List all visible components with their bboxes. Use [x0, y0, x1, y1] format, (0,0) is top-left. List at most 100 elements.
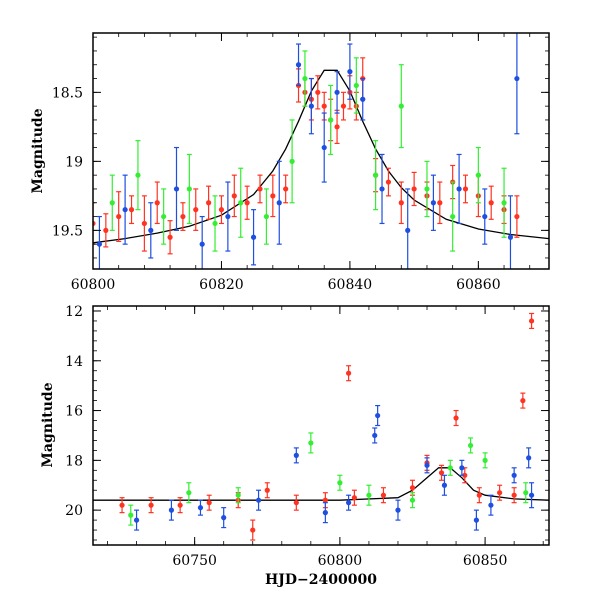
bottom-data-point: [482, 457, 488, 463]
top-panel: 60800 60820 60840 60860 18.5 19 19.5 Magnitude: [30, 32, 550, 293]
top-data-point: [263, 213, 270, 220]
bottom-panel: 60750 60800 60850 12 14 16 18 20 Magnitude HJD−…: [40, 304, 550, 588]
top-plot-data: [93, 33, 549, 269]
top-data-point: [347, 69, 353, 75]
top-data-point: [398, 103, 404, 109]
top-data-point: [161, 213, 167, 220]
top-data-point: [186, 186, 192, 192]
bottom-data-point: [462, 472, 468, 478]
top-data-point: [315, 89, 321, 95]
top-data-point: [334, 89, 340, 95]
top-data-point: [276, 200, 282, 206]
bottom-data-point: [380, 492, 387, 498]
top-data-point: [456, 186, 462, 192]
bottom-data-point: [133, 517, 140, 523]
bottom-data-point: [250, 527, 256, 533]
top-data-point: [96, 241, 103, 247]
top-data-point: [462, 186, 469, 192]
top-data-point: [379, 186, 385, 192]
bottom-data-point: [206, 500, 212, 506]
top-data-point: [353, 82, 359, 89]
bottom-data-point: [528, 318, 535, 324]
top-data-point: [321, 103, 327, 109]
bottom-plot-data: [93, 312, 549, 541]
bottom-x-axis-title: HJD−2400000: [265, 572, 377, 588]
top-y-tick-label: 19.5: [52, 223, 83, 239]
bottom-data-point: [293, 452, 299, 458]
bottom-data-point: [459, 465, 465, 471]
bottom-data-point: [345, 500, 352, 506]
bottom-data-point: [186, 490, 192, 496]
bottom-data-point: [197, 505, 204, 511]
bottom-y-tick-label: 16: [65, 404, 83, 420]
top-data-point: [148, 227, 154, 233]
top-data-point: [173, 186, 180, 192]
bottom-data-point: [409, 485, 416, 491]
top-data-point: [122, 207, 128, 213]
bottom-data-point: [264, 487, 270, 493]
top-data-point: [334, 124, 340, 130]
top-y-tick-label: 18.5: [52, 85, 83, 101]
top-data-point: [193, 207, 199, 213]
bottom-data-point: [476, 492, 482, 498]
bottom-data-point: [148, 502, 154, 508]
bottom-y-axis-title: Magnitude: [40, 382, 56, 467]
bottom-data-point: [409, 497, 416, 503]
top-data-point: [180, 213, 186, 220]
top-data-point: [411, 186, 417, 192]
top-data-point: [141, 220, 147, 227]
bottom-data-point: [168, 507, 175, 513]
top-data-point: [424, 186, 430, 192]
bottom-x-tick-label: 60850: [463, 553, 508, 569]
bottom-data-point: [511, 492, 517, 498]
bottom-data-point: [441, 482, 448, 488]
top-data-point: [257, 186, 263, 192]
bottom-data-point: [221, 515, 227, 521]
top-data-point: [238, 200, 244, 206]
bottom-model-curve: [93, 467, 549, 501]
bottom-data-point: [322, 510, 328, 516]
top-data-point: [283, 186, 289, 192]
top-y-tick-label: 19: [65, 154, 83, 170]
top-x-tick-label: 60860: [456, 277, 501, 293]
bottom-data-point: [497, 490, 503, 496]
bottom-data-point: [255, 497, 262, 503]
bottom-data-point: [375, 412, 381, 419]
top-data-point: [398, 200, 404, 206]
top-x-tick-label: 60820: [199, 277, 244, 293]
bottom-data-point: [528, 492, 535, 498]
bottom-y-tick-label: 20: [65, 503, 83, 519]
bottom-data-point: [177, 502, 183, 508]
bottom-data-point: [337, 480, 343, 486]
bottom-data-point: [523, 490, 529, 496]
bottom-data-point: [395, 507, 401, 513]
top-ticks: 60800 60820 60840 60860 18.5 19 19.5: [52, 33, 549, 293]
top-data-point: [437, 200, 443, 206]
top-data-point: [360, 96, 366, 102]
top-data-point: [250, 234, 257, 240]
bottom-y-tick-label: 18: [65, 453, 83, 469]
bottom-data-point: [293, 500, 299, 506]
bottom-x-tick-label: 60750: [172, 553, 217, 569]
top-data-point: [206, 200, 212, 206]
bottom-data-point: [351, 495, 358, 501]
bottom-x-tick-label: 60800: [318, 553, 363, 569]
bottom-data-point: [453, 415, 459, 421]
bottom-y-tick-label: 12: [65, 304, 83, 320]
top-data-point: [372, 172, 379, 178]
bottom-data-point: [488, 502, 494, 508]
bottom-data-point: [366, 492, 372, 498]
top-x-tick-label: 60800: [71, 277, 116, 293]
top-data-point: [218, 207, 225, 213]
bottom-ticks: 60750 60800 60850 12 14 16 18 20: [65, 304, 549, 569]
top-data-point: [295, 62, 302, 68]
top-data-point: [103, 227, 109, 233]
top-data-point: [109, 200, 115, 206]
top-data-point: [302, 75, 308, 82]
top-data-point: [321, 144, 327, 151]
bottom-data-point: [372, 432, 378, 439]
bottom-data-point: [447, 465, 453, 471]
top-data-point: [430, 200, 436, 206]
bottom-data-point: [526, 455, 532, 461]
